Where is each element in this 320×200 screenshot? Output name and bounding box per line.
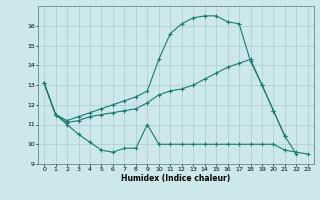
- X-axis label: Humidex (Indice chaleur): Humidex (Indice chaleur): [121, 174, 231, 183]
